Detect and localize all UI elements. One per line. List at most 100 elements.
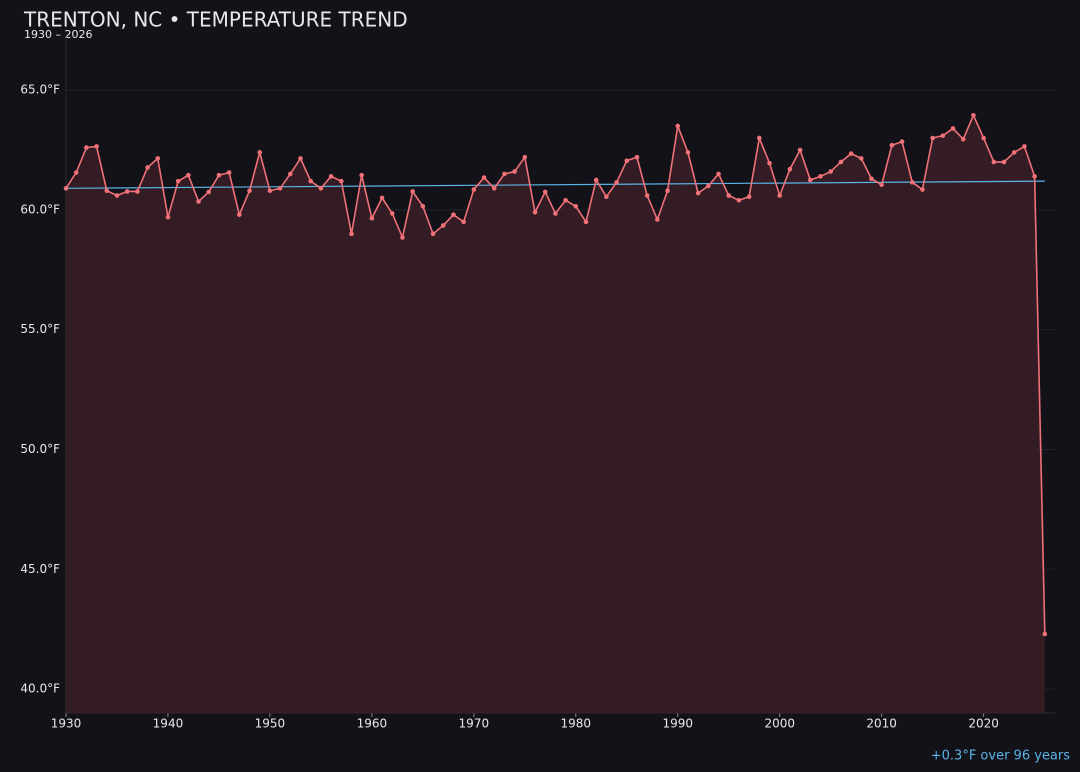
data-point	[858, 156, 864, 161]
data-point	[848, 151, 854, 156]
data-point	[930, 135, 935, 141]
chart-subtitle: 1930 – 2026	[24, 28, 92, 41]
data-point	[706, 183, 711, 189]
y-tick-label: 45.0°F	[20, 562, 60, 576]
data-point	[369, 215, 375, 221]
data-point	[114, 193, 120, 198]
data-point	[746, 194, 752, 200]
data-point	[206, 189, 212, 195]
data-point	[991, 159, 997, 165]
data-point	[675, 123, 681, 129]
chart-title: TRENTON, NC • TEMPERATURE TREND	[23, 8, 408, 32]
data-point	[400, 235, 405, 240]
y-tick-label: 50.0°F	[20, 442, 60, 456]
data-point	[359, 172, 364, 178]
data-point	[818, 174, 823, 179]
area	[66, 115, 1045, 714]
data-point	[165, 214, 171, 220]
data-point	[94, 144, 99, 149]
data-point	[491, 186, 497, 191]
data-point	[604, 194, 609, 200]
data-point	[440, 223, 446, 228]
data-point	[277, 186, 283, 191]
data-point	[665, 188, 670, 194]
data-point	[63, 186, 69, 191]
data-point	[532, 209, 538, 215]
data-point	[655, 217, 660, 222]
data-point	[512, 169, 517, 174]
data-point	[430, 231, 436, 237]
data-point	[920, 187, 925, 192]
y-tick-label: 60.0°F	[20, 202, 60, 216]
data-point	[257, 150, 263, 155]
data-point	[379, 195, 385, 201]
data-point	[349, 231, 354, 237]
data-point	[624, 158, 630, 164]
x-tick-label: 2000	[764, 717, 795, 731]
data-point	[502, 171, 507, 177]
data-point	[757, 135, 762, 141]
data-point	[135, 189, 140, 194]
data-point	[288, 171, 293, 177]
data-point	[247, 188, 252, 194]
data-point	[451, 212, 456, 217]
data-point	[461, 219, 466, 225]
y-tick-label: 55.0°F	[20, 322, 60, 336]
data-point	[950, 126, 956, 131]
x-tick-label: 1980	[561, 717, 592, 731]
data-point	[471, 187, 477, 192]
data-point	[767, 160, 772, 166]
x-tick-label: 1960	[357, 717, 388, 731]
data-point	[807, 177, 813, 183]
data-point	[216, 172, 222, 178]
x-tick-label: 1940	[153, 717, 184, 731]
data-point	[84, 145, 89, 150]
data-point	[124, 189, 130, 194]
data-point	[736, 198, 742, 203]
data-point	[1011, 150, 1017, 155]
data-point	[838, 159, 844, 165]
x-tick-label: 1950	[255, 717, 286, 731]
data-point	[583, 219, 589, 225]
data-point	[940, 133, 946, 138]
y-tick-label: 40.0°F	[20, 682, 60, 696]
data-point	[1032, 174, 1037, 179]
y-tick-label: 65.0°F	[20, 83, 60, 97]
data-point	[1022, 144, 1027, 149]
x-tick-label: 1970	[459, 717, 490, 731]
data-point	[1042, 631, 1048, 637]
data-point	[695, 190, 701, 196]
data-point	[226, 170, 232, 175]
data-point	[889, 142, 895, 148]
x-tick-label: 1990	[662, 717, 693, 731]
data-point	[726, 193, 732, 198]
data-point	[899, 139, 905, 144]
data-point	[716, 171, 721, 177]
x-tick-label: 2020	[968, 717, 999, 731]
data-point	[328, 174, 334, 179]
data-point	[797, 147, 803, 153]
data-point	[73, 170, 79, 175]
x-tick-label: 1930	[51, 717, 82, 731]
data-point	[175, 178, 181, 184]
data-point	[981, 135, 986, 141]
data-point	[909, 180, 915, 185]
data-point	[787, 166, 793, 172]
data-point	[308, 178, 314, 184]
data-point	[267, 188, 273, 194]
data-point	[644, 193, 650, 198]
data-point	[879, 182, 884, 188]
x-tick-label: 2010	[866, 717, 897, 731]
data-point	[298, 156, 303, 161]
data-point	[1001, 159, 1007, 165]
data-point	[614, 180, 619, 185]
data-point	[145, 165, 150, 170]
data-point	[573, 203, 579, 209]
data-point	[155, 156, 161, 161]
data-point	[410, 189, 415, 194]
data-point	[971, 112, 976, 118]
data-point	[634, 154, 640, 160]
data-point	[685, 150, 691, 155]
data-point	[542, 189, 548, 195]
